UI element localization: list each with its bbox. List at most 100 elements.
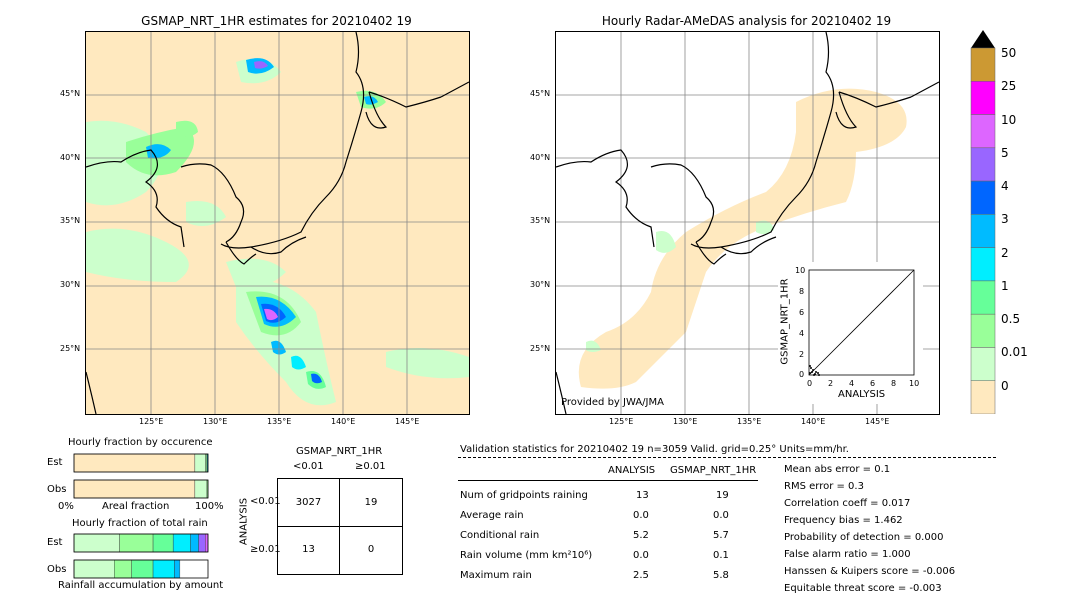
- scatter-xtick-8: 8: [891, 379, 897, 388]
- rainfraction-bar-segment: [190, 533, 199, 553]
- occurrence-chart: [73, 453, 209, 499]
- rainfraction-bar-segment: [152, 559, 175, 579]
- score-0: Mean abs error = 0.1: [784, 464, 891, 475]
- colorbar-svg: [970, 30, 996, 415]
- scatter-inset: 10 8 6 4 2 0 0 2 4 6 8 10 ANALYSIS GSMAP…: [778, 262, 923, 404]
- colorbar-label: 5: [1001, 145, 1009, 160]
- left-lat-label-45: 45°N: [60, 89, 81, 98]
- score-2: Correlation coeff = 0.017: [784, 498, 911, 509]
- colorbar-label: 50: [1001, 46, 1017, 60]
- scatter-xtick-2: 2: [828, 379, 834, 388]
- occurrence-bar-segment: [73, 453, 196, 473]
- stat-gsmap-4: 5.8: [713, 570, 729, 581]
- occurrence-bar-segment: [205, 453, 208, 473]
- occurrence-title: Hourly fraction by occurence: [68, 437, 213, 448]
- rainfraction-bar-segment: [119, 533, 154, 553]
- right-lon-label-135: 135°E: [737, 417, 762, 426]
- rainfraction-bar-segment: [174, 559, 181, 579]
- right-radar-coverage: [578, 88, 907, 389]
- rain-xlabel: Rainfall accumulation by amount: [58, 580, 224, 591]
- colorbar-segment: [970, 147, 996, 182]
- right-lat-label-30: 30°N: [530, 280, 551, 289]
- validation-table-rule: [458, 480, 758, 481]
- scatter-xlabel: ANALYSIS: [838, 389, 886, 400]
- scatter-ytick-2: 2: [799, 350, 805, 359]
- right-lat-label-40: 40°N: [530, 153, 551, 162]
- contingency-col-0: <0.01: [293, 461, 324, 472]
- right-lat-label-45: 45°N: [530, 89, 551, 98]
- occ-label-obs: Obs: [47, 484, 67, 495]
- rainfraction-bar-segment: [114, 559, 132, 579]
- left-coastlines: [86, 32, 469, 414]
- stat-label-4: Maximum rain: [460, 570, 532, 581]
- contingency-grid: 3027 19 13 0: [277, 478, 403, 575]
- colorbar-label: 1: [1001, 278, 1009, 293]
- validation-col-analysis: ANALYSIS: [608, 465, 656, 476]
- contingency-row-0: <0.01: [250, 496, 281, 507]
- colorbar-segment: [970, 280, 996, 315]
- validation-header: Validation statistics for 20210402 19 n=…: [460, 444, 849, 455]
- contingency-cell-1-0: 13: [302, 544, 315, 555]
- left-lat-label-25: 25°N: [60, 344, 81, 353]
- stat-label-1: Average rain: [460, 510, 524, 521]
- stat-gsmap-1: 0.0: [713, 510, 729, 521]
- colorbar-segment: [970, 114, 996, 149]
- occ-xtick-0: 0%: [58, 501, 74, 512]
- contingency-row-axis: ANALYSIS: [238, 497, 250, 546]
- colorbar-segment: [970, 81, 996, 115]
- right-coastlines: [556, 32, 939, 414]
- contingency-title: GSMAP_NRT_1HR: [296, 446, 383, 457]
- radar-credit: Provided by JWA/JMA: [561, 397, 664, 408]
- left-lon-label-140: 140°E: [331, 417, 356, 426]
- colorbar-segment: [970, 347, 996, 381]
- rainfraction-frame: [73, 559, 209, 579]
- colorbar-segment: [970, 313, 996, 348]
- right-lat-label-25: 25°N: [530, 344, 551, 353]
- stat-analysis-4: 2.5: [633, 570, 649, 581]
- scatter-xtick-0: 0: [807, 379, 813, 388]
- rainfraction-bar-segment: [131, 559, 154, 579]
- score-5: False alarm ratio = 1.000: [784, 549, 911, 560]
- validation-divider: [458, 457, 996, 458]
- stat-analysis-2: 5.2: [633, 530, 649, 541]
- right-lon-label-145: 145°E: [865, 417, 890, 426]
- score-1: RMS error = 0.3: [784, 481, 864, 492]
- contingency-cell-0-1: 19: [364, 497, 378, 508]
- rainfraction-bar-segment: [73, 559, 115, 579]
- score-3: Frequency bias = 1.462: [784, 515, 903, 526]
- scatter-xtick-10: 10: [909, 379, 920, 388]
- scatter-ytick-0: 0: [799, 370, 805, 379]
- left-lat-label-30: 30°N: [60, 280, 81, 289]
- rain-label-obs: Obs: [47, 564, 67, 575]
- validation-col-gsmap: GSMAP_NRT_1HR: [670, 465, 757, 476]
- stat-label-2: Conditional rain: [460, 530, 540, 541]
- colorbar-segment: [970, 47, 996, 82]
- rain-label-est: Est: [47, 537, 63, 548]
- colorbar-label: 25: [1001, 79, 1017, 94]
- colorbar-label: 0.5: [1001, 312, 1021, 327]
- left-lon-label-125: 125°E: [139, 417, 164, 426]
- left-lon-label-145: 145°E: [395, 417, 420, 426]
- right-map-title: Hourly Radar-AMeDAS analysis for 2021040…: [601, 14, 892, 28]
- stat-label-0: Num of gridpoints raining: [460, 490, 588, 501]
- colorbar: [970, 30, 996, 415]
- colorbar-segment: [970, 180, 996, 215]
- contingency-col-1: ≥0.01: [355, 461, 386, 472]
- right-lon-label-130: 130°E: [673, 417, 698, 426]
- occ-label-est: Est: [47, 457, 63, 468]
- colorbar-label: 4: [1001, 179, 1009, 194]
- contingency-cell-0-0: 3027: [295, 497, 322, 508]
- left-rain-patches: [86, 58, 469, 406]
- scatter-xtick-6: 6: [870, 379, 876, 388]
- left-map-grid: [86, 32, 469, 414]
- left-map: [85, 31, 470, 415]
- scatter-ytick-8: 8: [799, 287, 805, 296]
- score-6: Hanssen & Kuipers score = -0.006: [784, 566, 956, 577]
- colorbar-segment: [970, 380, 996, 415]
- left-map-graphic: [86, 32, 469, 414]
- stat-gsmap-0: 19: [716, 490, 729, 501]
- stat-analysis-1: 0.0: [633, 510, 649, 521]
- scatter-ylabel: GSMAP_NRT_1HR: [779, 278, 791, 365]
- colorbar-label: 0.01: [1001, 345, 1028, 360]
- colorbar-extend-arrow: [971, 30, 995, 48]
